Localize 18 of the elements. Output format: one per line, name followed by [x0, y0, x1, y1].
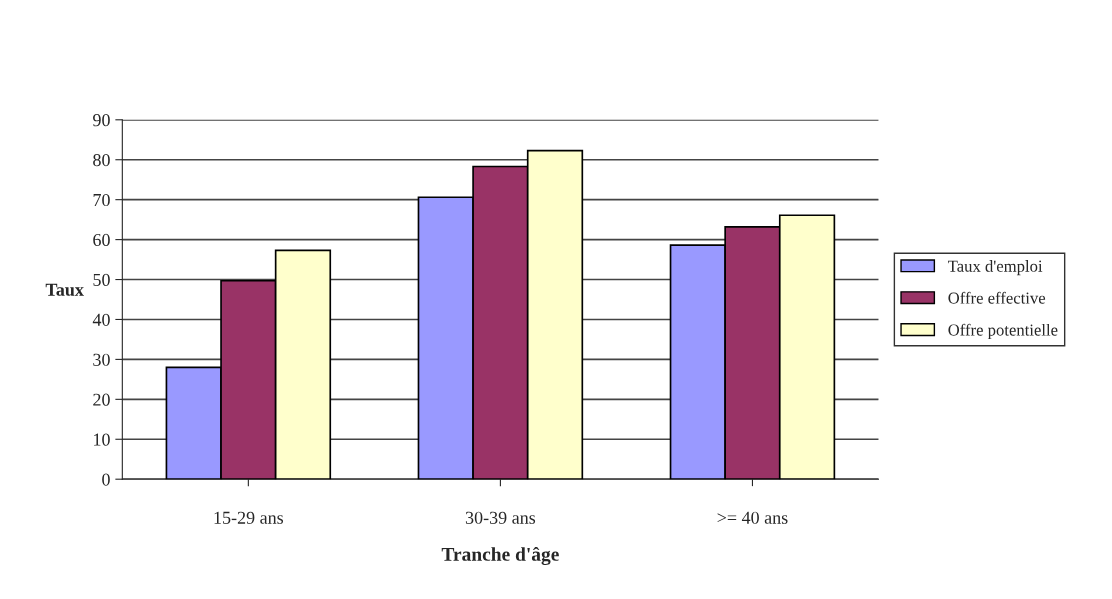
y-tick-label: 20: [93, 393, 110, 406]
y-tick-label: 50: [93, 273, 110, 286]
y-tick-label: 60: [93, 233, 110, 247]
y-tick-label: 80: [93, 153, 110, 167]
y-tick-label: 30: [93, 353, 110, 366]
legend-label: Offre effective: [948, 291, 1046, 304]
x-tick-label: >= 40 ans: [717, 511, 788, 524]
x-axis-title: Tranche d'âge: [441, 546, 559, 565]
y-tick-label: 90: [93, 114, 110, 127]
y-axis-title: Taux: [45, 283, 84, 296]
y-tick-label: 10: [94, 433, 110, 446]
y-tick-label: 0: [102, 473, 110, 486]
legend-label: Offre potentielle: [948, 323, 1058, 340]
x-tick-label: 15-29 ans: [214, 511, 284, 524]
x-tick-label: 30-39 ans: [465, 511, 536, 524]
y-tick-label: 70: [93, 193, 110, 207]
legend-label: Taux d'emploi: [948, 260, 1043, 276]
y-tick-label: 40: [92, 313, 110, 326]
